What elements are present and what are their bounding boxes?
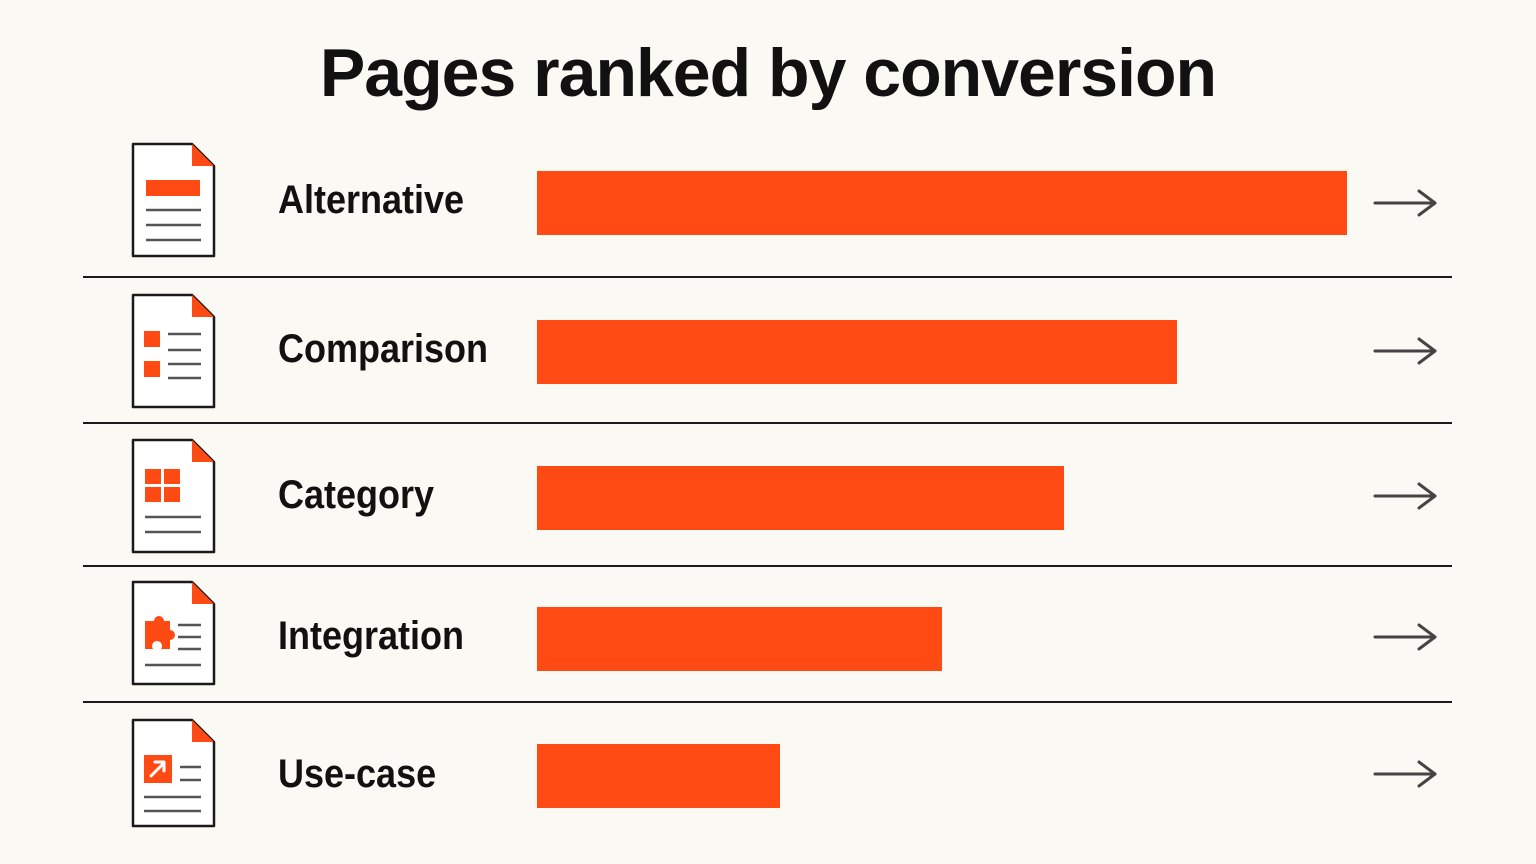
chart-title: Pages ranked by conversion (319, 35, 1217, 111)
row-label: Alternative (278, 178, 465, 222)
bar-comparison (537, 320, 1177, 384)
bar-use-case (537, 744, 780, 808)
row-label: Category (278, 473, 435, 517)
row-label: Comparison (278, 327, 489, 371)
bar-alternative (537, 171, 1347, 235)
arrow-right-icon[interactable] (1372, 481, 1440, 511)
arrow-right-icon[interactable] (1372, 336, 1440, 366)
row-divider (83, 701, 1452, 703)
document-puzzle-icon (131, 580, 216, 686)
arrow-right-icon[interactable] (1372, 759, 1440, 789)
arrow-right-icon[interactable] (1372, 622, 1440, 652)
document-launch-icon (131, 718, 216, 828)
row-divider (83, 422, 1452, 424)
document-banner-icon (131, 142, 216, 258)
bar-integration (537, 607, 942, 671)
document-list-icon (131, 293, 216, 409)
document-grid-icon (131, 438, 216, 554)
row-divider (83, 565, 1452, 567)
row-label: Integration (278, 614, 465, 658)
row-label: Use-case (278, 752, 437, 796)
row-divider (83, 276, 1452, 278)
arrow-right-icon[interactable] (1372, 188, 1440, 218)
bar-category (537, 466, 1064, 530)
